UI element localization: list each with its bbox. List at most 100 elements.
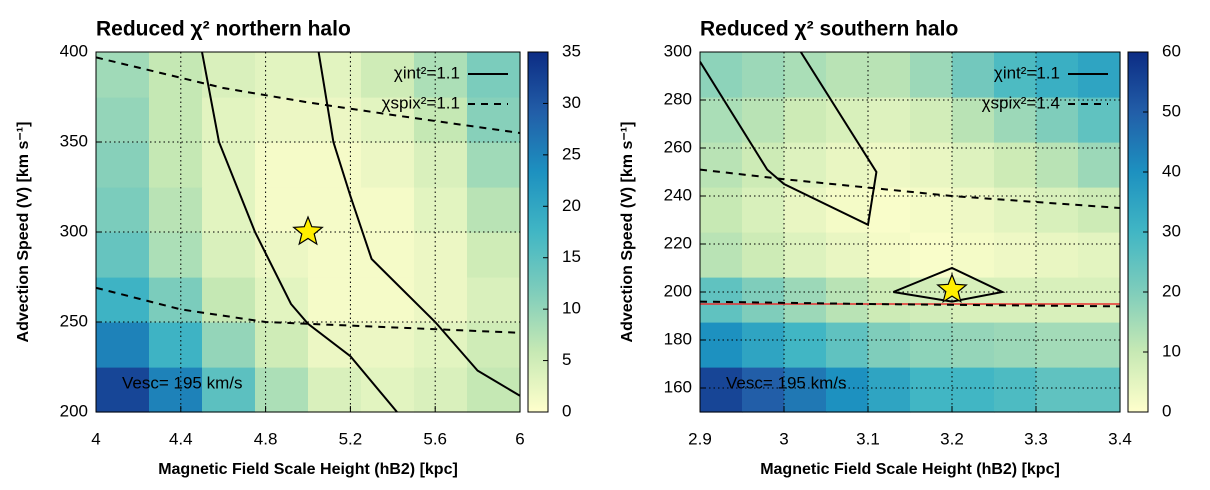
heatmap-cell bbox=[96, 97, 150, 143]
colorbar-tick-label: 5 bbox=[562, 350, 571, 369]
heatmap-cell bbox=[96, 52, 150, 98]
heatmap-cell bbox=[700, 142, 743, 188]
y-tick-label: 350 bbox=[60, 131, 88, 150]
plot-frame bbox=[699, 51, 1121, 413]
contour-line bbox=[700, 168, 1120, 308]
heatmap-cell bbox=[826, 322, 869, 368]
heatmap-cell bbox=[96, 367, 150, 413]
heatmap-cell bbox=[742, 187, 785, 233]
y-tick-label: 400 bbox=[60, 41, 88, 60]
heatmap-cell bbox=[784, 367, 827, 413]
heatmap-cell bbox=[1036, 322, 1079, 368]
chart-title: Reduced χ² southern halo bbox=[700, 18, 958, 41]
heatmap-cell bbox=[1078, 142, 1121, 188]
colorbar-tick-label: 30 bbox=[562, 93, 581, 112]
heatmap-cell bbox=[700, 367, 743, 413]
heatmap-cell bbox=[868, 322, 911, 368]
legend-label: χspix²=1.1 bbox=[382, 93, 460, 112]
heatmap-cell bbox=[414, 97, 468, 143]
heatmap-cell bbox=[1036, 142, 1079, 188]
annotation: Vesc= 195 km/s bbox=[726, 373, 846, 392]
colorbar-tick-label: 25 bbox=[562, 144, 581, 163]
annotation: Vesc= 195 km/s bbox=[122, 373, 242, 392]
heatmap-cell bbox=[826, 187, 869, 233]
y-tick-label: 250 bbox=[60, 311, 88, 330]
heatmap-cell bbox=[308, 187, 362, 233]
heatmap-cell bbox=[96, 277, 150, 323]
colorbar-tick-label: 0 bbox=[1162, 401, 1171, 420]
y-tick-label: 260 bbox=[664, 137, 692, 156]
colorbar-tick-label: 20 bbox=[562, 196, 581, 215]
heatmap-cell bbox=[414, 367, 468, 413]
heatmap-cell bbox=[742, 367, 785, 413]
heatmap-cell bbox=[742, 322, 785, 368]
heatmap-cell bbox=[868, 232, 911, 278]
x-tick-label: 3.3 bbox=[1024, 429, 1048, 448]
heatmap-cell bbox=[255, 232, 309, 278]
colorbar-tick-label: 0 bbox=[562, 401, 571, 420]
heatmap-cell bbox=[361, 187, 415, 233]
heatmap-cell bbox=[361, 142, 415, 188]
contour-line bbox=[96, 56, 520, 334]
x-tick-label: 3.1 bbox=[856, 429, 880, 448]
y-tick-label: 220 bbox=[664, 233, 692, 252]
heatmap-cell bbox=[952, 52, 995, 98]
heatmap-cell bbox=[742, 232, 785, 278]
heatmap-cell bbox=[952, 322, 995, 368]
heatmap-cell bbox=[910, 52, 953, 98]
heatmap-cell bbox=[952, 97, 995, 143]
heatmap-cell bbox=[952, 142, 995, 188]
heatmap-cell bbox=[952, 232, 995, 278]
heatmap-cell bbox=[952, 187, 995, 233]
heatmap-cell bbox=[1036, 232, 1079, 278]
heatmap-cell bbox=[202, 187, 256, 233]
heatmap-cell bbox=[910, 367, 953, 413]
y-tick-label: 180 bbox=[664, 329, 692, 348]
y-tick-label: 200 bbox=[664, 281, 692, 300]
heatmap-cell bbox=[96, 232, 150, 278]
x-tick-label: 5.6 bbox=[423, 429, 447, 448]
heatmap-cell bbox=[826, 232, 869, 278]
contour-line bbox=[700, 52, 1006, 303]
heatmap-cell bbox=[700, 52, 743, 98]
heatmap-cell bbox=[255, 367, 309, 413]
x-axis-label: Magnetic Field Scale Height (hB2) [kpc] bbox=[760, 461, 1060, 478]
colorbar-tick-label: 20 bbox=[1162, 281, 1181, 300]
heatmap-cell bbox=[96, 322, 150, 368]
heatmap-cell bbox=[467, 187, 521, 233]
heatmap-cell bbox=[202, 52, 256, 98]
x-tick-label: 5.2 bbox=[339, 429, 363, 448]
heatmap-cell bbox=[1036, 277, 1079, 323]
heatmap-cell bbox=[149, 97, 203, 143]
heatmap-cell bbox=[994, 97, 1037, 143]
heatmap-cell bbox=[868, 277, 911, 323]
heatmap-cell bbox=[361, 277, 415, 323]
heatmap-cell bbox=[742, 97, 785, 143]
heatmap-cell bbox=[361, 367, 415, 413]
heatmap-cell bbox=[308, 232, 362, 278]
heatmap-cell bbox=[910, 322, 953, 368]
plot-layer bbox=[96, 52, 520, 412]
y-tick-label: 300 bbox=[60, 221, 88, 240]
heatmap-cell bbox=[255, 322, 309, 368]
legend-label: χspix²=1.4 bbox=[982, 93, 1060, 112]
heatmap-cell bbox=[700, 187, 743, 233]
heatmap-cell bbox=[784, 232, 827, 278]
heatmap-cell bbox=[784, 97, 827, 143]
colorbar-tick-label: 35 bbox=[562, 41, 581, 60]
heatmap-cell bbox=[467, 232, 521, 278]
heatmap-cell bbox=[361, 322, 415, 368]
colorbar-tick-label: 30 bbox=[1162, 221, 1181, 240]
heatmap-cell bbox=[1078, 367, 1121, 413]
heatmap-cell bbox=[1078, 232, 1121, 278]
heatmap-cell bbox=[149, 142, 203, 188]
colorbar-tick-label: 40 bbox=[1162, 161, 1181, 180]
colorbar-tick-label: 60 bbox=[1162, 41, 1181, 60]
y-tick-label: 200 bbox=[60, 401, 88, 420]
heatmap-cell bbox=[414, 277, 468, 323]
x-tick-label: 4.4 bbox=[169, 429, 193, 448]
heatmap-cell bbox=[910, 97, 953, 143]
heatmap-cell bbox=[149, 367, 203, 413]
heatmap-cell bbox=[467, 367, 521, 413]
